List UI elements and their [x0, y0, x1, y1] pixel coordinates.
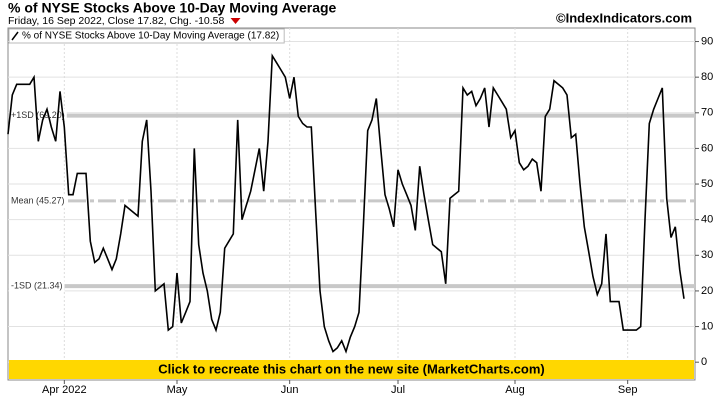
series-line: [7, 53, 685, 354]
reference-label-bg: [9, 279, 65, 292]
y-tick-label: 70: [701, 107, 713, 119]
reference-label-bg: [9, 109, 67, 122]
reference-label: -1SD (21.34): [11, 281, 63, 291]
change-arrow: [230, 18, 241, 24]
chart-subtitle: Friday, 16 Sep 2022, Close 17.82, Chg. -…: [8, 15, 225, 27]
chart-title: % of NYSE Stocks Above 10-Day Moving Ave…: [8, 0, 337, 16]
x-tick-label: Jun: [281, 384, 299, 396]
x-tick-label: Apr 2022: [42, 384, 87, 396]
legend-swatch: [11, 31, 19, 41]
y-tick-label: 80: [701, 71, 713, 83]
source: ©IndexIndicators.com: [556, 10, 692, 25]
plot-frame: [7, 27, 696, 381]
y-tick-label: 10: [701, 320, 713, 332]
legend-label: % of NYSE Stocks Above 10-Day Moving Ave…: [22, 31, 279, 42]
y-tick-label: 50: [701, 178, 713, 190]
legend-box: [8, 28, 285, 44]
y-tick-label: 20: [701, 285, 713, 297]
reference-label-bg: [9, 194, 67, 207]
x-tick-label: May: [167, 384, 188, 396]
y-tick-label: 30: [701, 249, 713, 261]
reference-label: Mean (45.27): [11, 195, 65, 205]
x-tick-label: Jul: [391, 384, 405, 396]
reference-label: +1SD (69.20): [11, 110, 65, 120]
x-tick-label: Sep: [618, 384, 638, 396]
banner[interactable]: [9, 360, 694, 379]
x-tick-label: Aug: [505, 384, 525, 396]
banner-text[interactable]: Click to recreate this chart on the new …: [158, 361, 545, 376]
y-tick-label: 60: [701, 142, 713, 154]
y-tick-label: 40: [701, 214, 713, 226]
y-tick-label: 90: [701, 35, 713, 47]
y-tick-label: 0: [701, 356, 707, 368]
